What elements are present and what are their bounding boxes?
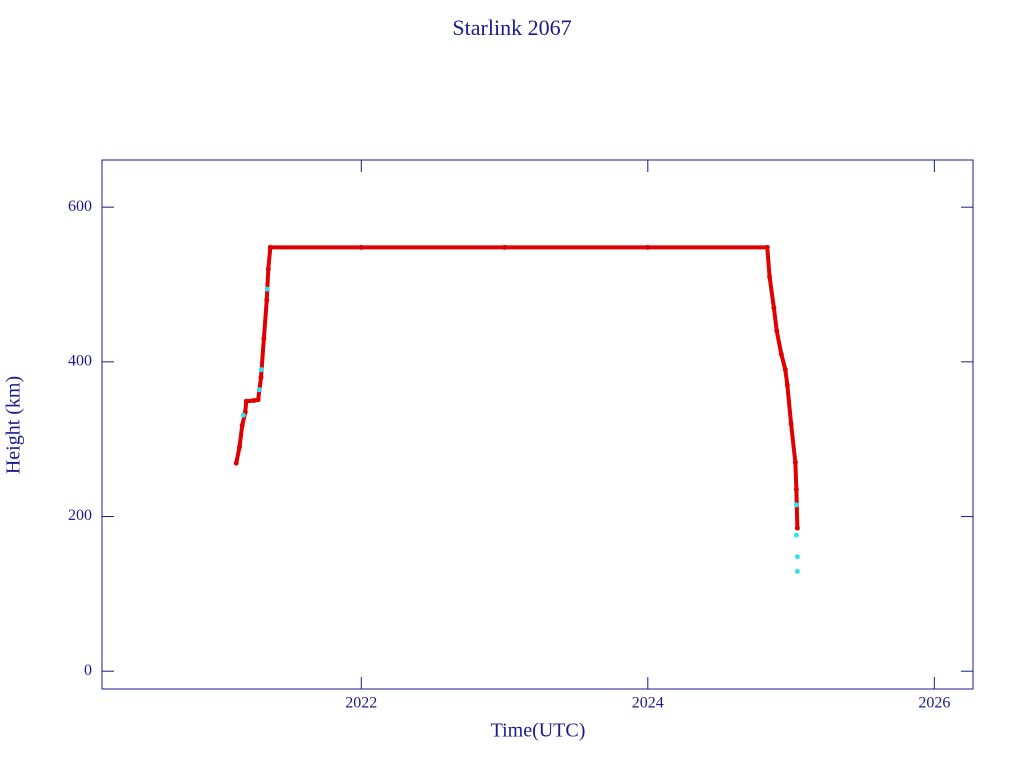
data-point xyxy=(794,568,800,574)
data-point xyxy=(264,297,270,303)
data-point xyxy=(782,367,788,373)
y-axis-label: Height (km) xyxy=(3,376,25,474)
data-point xyxy=(788,421,794,427)
x-axis-label: Time(UTC) xyxy=(491,720,586,742)
data-point xyxy=(793,502,799,508)
data-point xyxy=(264,286,270,292)
data-point xyxy=(243,398,249,404)
data-point xyxy=(784,382,790,388)
data-point xyxy=(261,336,267,342)
plot-frame xyxy=(101,159,974,690)
data-point xyxy=(771,305,777,311)
y-tick-label: 600 xyxy=(68,198,92,215)
data-point xyxy=(239,422,245,428)
data-point xyxy=(767,274,773,280)
data-point xyxy=(255,397,261,403)
y-tick-label: 200 xyxy=(68,507,92,524)
data-point xyxy=(251,398,257,404)
y-tick-label: 0 xyxy=(84,662,92,679)
data-point xyxy=(793,486,799,492)
data-point xyxy=(256,387,262,393)
data-point xyxy=(237,444,243,450)
data-point xyxy=(794,554,800,560)
data-point xyxy=(792,459,798,465)
data-point xyxy=(794,525,800,531)
data-point xyxy=(233,460,239,466)
x-tick-label: 2024 xyxy=(632,695,664,712)
data-point xyxy=(258,374,264,380)
data-point xyxy=(774,328,780,334)
data-point xyxy=(258,367,264,373)
data-point xyxy=(240,412,246,418)
data-point xyxy=(265,266,271,272)
data-point xyxy=(764,244,770,250)
data-point xyxy=(645,244,651,250)
data-point xyxy=(358,244,364,250)
x-tick-label: 2026 xyxy=(918,695,950,712)
y-tick-label: 400 xyxy=(68,353,92,370)
x-tick-label: 2022 xyxy=(345,695,377,712)
series-line xyxy=(234,245,800,529)
data-point xyxy=(793,532,799,538)
chart-title: Starlink 2067 xyxy=(452,15,571,40)
data-point xyxy=(502,244,508,250)
data-point xyxy=(778,351,784,357)
data-point xyxy=(267,244,273,250)
